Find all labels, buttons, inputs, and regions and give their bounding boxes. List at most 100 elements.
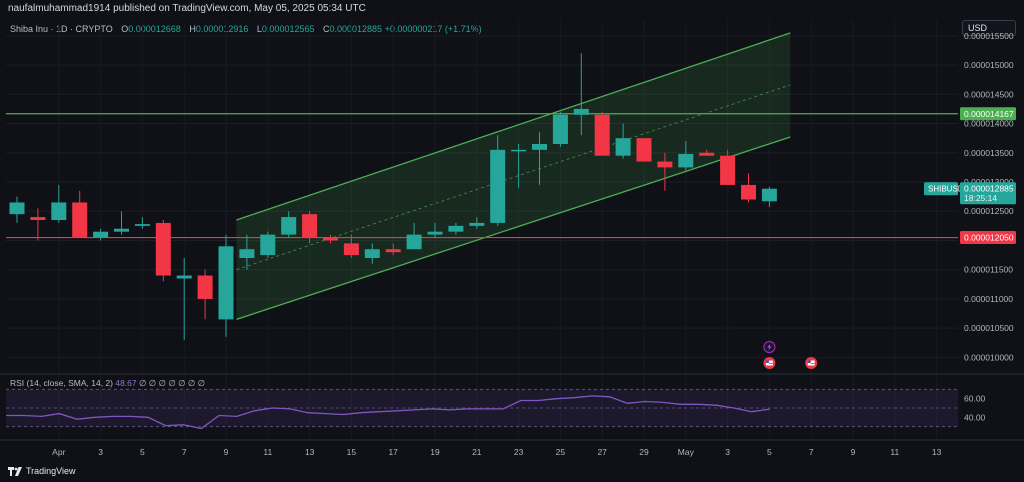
- tradingview-logo-icon: [8, 466, 22, 476]
- symbol-legend: Shiba Inu · 1D · CRYPTO O0.000012668 H0.…: [10, 24, 482, 34]
- candle-body: [197, 275, 213, 299]
- time-tick-label: 21: [472, 447, 482, 457]
- candle-body: [9, 202, 25, 215]
- time-tick-label: 15: [347, 447, 357, 457]
- low-value: 0.000012565: [261, 24, 315, 34]
- close-value: 0.000012885: [329, 24, 383, 34]
- close-label: C: [323, 24, 330, 34]
- candle-body: [678, 153, 694, 168]
- high-value: 0.000012916: [195, 24, 249, 34]
- candle-body: [155, 222, 171, 276]
- channel-lower-line: [236, 136, 791, 321]
- time-tick-label: 29: [639, 447, 649, 457]
- countdown-label: 18:25:14: [964, 193, 997, 203]
- time-tick-label: 9: [224, 447, 229, 457]
- candle-body: [448, 225, 464, 232]
- candle-body: [490, 149, 506, 223]
- candle-body: [594, 114, 610, 156]
- price-tick-label: 0.000015500: [964, 31, 1014, 41]
- brand-name: TradingView: [26, 466, 76, 476]
- candle-body: [741, 184, 756, 200]
- candle-body: [511, 149, 527, 152]
- price-tick-label: 0.000010500: [964, 323, 1014, 333]
- currency-button[interactable]: USD: [962, 20, 1016, 36]
- candle-body: [385, 249, 401, 253]
- resistance-price-tag: [960, 107, 1016, 121]
- candle-body: [552, 114, 568, 144]
- attribution-text: naufalmuhammad1914 published on TradingV…: [8, 3, 366, 14]
- change-value: +0.000000217 (+1.71%): [384, 24, 482, 34]
- top-bar: [0, 0, 1024, 16]
- time-tick-label: 13: [305, 447, 315, 457]
- time-tick-label: 3: [725, 447, 730, 457]
- candle-body: [281, 217, 297, 235]
- price-tick-label: 0.000012500: [964, 206, 1014, 216]
- rsi-tick-label: 40.00: [964, 412, 986, 422]
- candle-body: [406, 234, 422, 250]
- candle-body: [657, 161, 673, 168]
- candle-body: [699, 152, 715, 156]
- candle-body: [93, 231, 109, 238]
- price-tick-label: 0.000013000: [964, 177, 1014, 187]
- price-tick-label: 0.000014500: [964, 89, 1014, 99]
- open-label: O: [121, 24, 129, 34]
- candle-body: [720, 155, 736, 185]
- rsi-extras: ∅ ∅ ∅ ∅ ∅ ∅ ∅: [139, 378, 206, 388]
- time-tick-label: Apr: [52, 447, 65, 457]
- time-tick-label: 11: [263, 447, 272, 457]
- flag-canton: [765, 360, 769, 363]
- price-tick-label: 0.000013500: [964, 148, 1014, 158]
- rsi-label[interactable]: RSI (14, close, SMA, 14, 2): [10, 378, 113, 388]
- time-tick-label: 13: [932, 447, 942, 457]
- price-tick-label: 0.000014000: [964, 119, 1014, 129]
- flag-canton: [807, 360, 811, 363]
- support-price-tag: [960, 231, 1016, 245]
- candle-body: [239, 249, 255, 258]
- low-label: L: [256, 24, 262, 34]
- price-tick-label: 0.000015000: [964, 60, 1014, 70]
- channel-upper-line: [236, 32, 791, 221]
- candle-body: [114, 228, 129, 232]
- candle-body: [51, 202, 67, 220]
- candle-body: [615, 138, 631, 156]
- open-value: 0.000012668: [128, 24, 181, 34]
- channel-fill: [236, 32, 791, 320]
- rsi-tick-label: 60.00: [964, 394, 986, 404]
- rsi-legend: RSI (14, close, SMA, 14, 2) 48.67 ∅ ∅ ∅ …: [10, 378, 205, 389]
- candle-body: [30, 217, 46, 220]
- candle-body: [364, 249, 380, 258]
- candle-body: [134, 224, 150, 226]
- time-tick-label: 9: [851, 447, 856, 457]
- candle-body: [302, 214, 318, 238]
- candle-body: [573, 108, 589, 115]
- time-tick-label: 7: [182, 447, 187, 457]
- time-tick-label: 5: [767, 447, 772, 457]
- tradingview-brand[interactable]: TradingView: [8, 466, 76, 476]
- candle-body: [469, 222, 485, 226]
- rsi-line: [6, 395, 770, 430]
- high-label: H: [189, 24, 196, 34]
- level-tag-label: 0.000014167: [964, 109, 1014, 119]
- time-tick-label: 27: [597, 447, 607, 457]
- time-tick-label: 5: [140, 447, 145, 457]
- price-tick-label: 0.000010000: [964, 352, 1014, 362]
- time-tick-label: 19: [430, 447, 440, 457]
- symbol-name[interactable]: Shiba Inu · 1D · CRYPTO: [10, 24, 113, 34]
- price-tick-label: 0.000011000: [964, 294, 1013, 304]
- candle-body: [323, 237, 338, 241]
- time-tick-label: 23: [514, 447, 524, 457]
- candle-body: [761, 188, 777, 202]
- candle-body: [72, 202, 88, 238]
- candle-body: [343, 243, 359, 256]
- candle-body: [532, 144, 547, 150]
- last-price-label: 0.000012885: [964, 184, 1014, 194]
- candle-body: [218, 246, 234, 320]
- last-price-tag: [960, 182, 1016, 205]
- time-tick-label: 3: [98, 447, 103, 457]
- candle-body: [260, 234, 276, 256]
- candle-body: [176, 275, 192, 279]
- flash-glyph: [767, 343, 772, 351]
- rsi-value: 48.67: [115, 378, 137, 388]
- symbol-tag-label: SHIBUSD: [928, 185, 964, 194]
